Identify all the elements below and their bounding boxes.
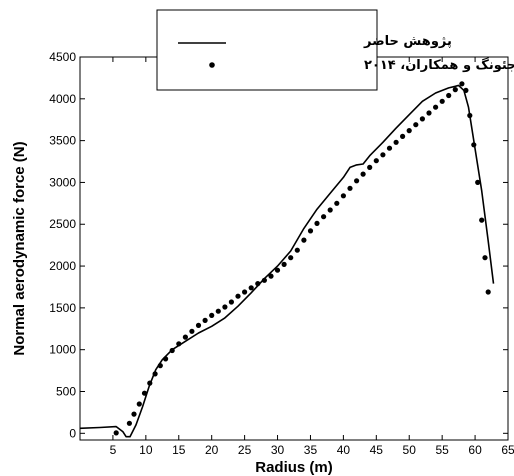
data-point-jeong-2014 — [340, 193, 346, 199]
data-point-jeong-2014 — [433, 104, 439, 110]
data-point-jeong-2014 — [182, 334, 188, 340]
data-point-jeong-2014 — [446, 92, 452, 99]
x-tick-label: 50 — [403, 443, 417, 457]
data-point-jeong-2014 — [274, 267, 281, 273]
data-point-jeong-2014 — [248, 285, 254, 291]
data-point-jeong-2014 — [393, 139, 399, 145]
data-point-jeong-2014 — [202, 317, 208, 323]
data-point-jeong-2014 — [235, 293, 241, 299]
data-point-jeong-2014 — [288, 255, 294, 261]
data-point-jeong-2014 — [400, 133, 406, 139]
x-axis-ticks: 5 10 15 20 25 30 35 40 45 50 55 60 65 — [110, 57, 514, 457]
data-point-jeong-2014 — [314, 220, 320, 226]
data-point-jeong-2014 — [452, 87, 458, 93]
y-axis-title: Normal aerodynamic force (N) — [11, 141, 28, 355]
data-point-jeong-2014 — [195, 322, 202, 328]
data-point-jeong-2014 — [354, 178, 360, 184]
data-point-jeong-2014 — [268, 273, 274, 279]
data-point-jeong-2014 — [261, 277, 267, 283]
data-point-jeong-2014 — [482, 255, 488, 261]
data-point-jeong-2014 — [426, 110, 432, 116]
y-tick-label: 500 — [56, 384, 76, 398]
data-point-jeong-2014 — [419, 116, 425, 122]
x-tick-label: 30 — [271, 443, 285, 457]
legend-label-jeong-2014: جئونگ و همکاران، ۲۰۱۴ — [364, 57, 514, 73]
data-point-jeong-2014 — [136, 401, 142, 407]
y-tick-label: 3500 — [49, 134, 76, 148]
data-point-jeong-2014 — [169, 347, 175, 354]
x-tick-label: 25 — [238, 443, 252, 457]
data-point-jeong-2014 — [367, 164, 373, 170]
x-tick-label: 20 — [205, 443, 219, 457]
data-point-jeong-2014 — [439, 98, 445, 104]
x-tick-label: 40 — [337, 443, 351, 457]
y-tick-label: 4000 — [49, 92, 76, 106]
data-point-jeong-2014 — [281, 261, 287, 267]
x-tick-label: 45 — [370, 443, 384, 457]
x-tick-label: 60 — [468, 443, 482, 457]
y-tick-label: 3000 — [49, 175, 76, 189]
x-tick-label: 15 — [172, 443, 186, 457]
data-point-jeong-2014 — [347, 185, 353, 191]
data-point-jeong-2014 — [163, 356, 169, 362]
data-point-jeong-2014 — [209, 312, 215, 318]
data-point-jeong-2014 — [485, 289, 491, 295]
data-point-jeong-2014 — [463, 87, 469, 93]
data-point-jeong-2014 — [479, 217, 485, 223]
data-point-jeong-2014 — [242, 289, 248, 295]
data-point-jeong-2014 — [373, 158, 379, 164]
data-point-jeong-2014 — [113, 430, 119, 436]
data-point-jeong-2014 — [307, 228, 314, 234]
y-axis-ticks: 0 500 1000 1500 2000 2500 3000 3500 4000 4500 — [49, 50, 508, 440]
series-line-present-study — [79, 84, 495, 438]
data-point-jeong-2014 — [386, 145, 393, 151]
plot-frame — [79, 56, 509, 441]
x-tick-label: 55 — [435, 443, 449, 457]
data-point-jeong-2014 — [228, 299, 234, 305]
data-point-jeong-2014 — [321, 214, 327, 220]
y-tick-label: 1000 — [49, 343, 76, 357]
data-point-jeong-2014 — [131, 411, 137, 417]
data-point-jeong-2014 — [327, 207, 333, 213]
data-point-jeong-2014 — [176, 341, 182, 347]
x-tick-label: 10 — [139, 443, 153, 457]
data-point-jeong-2014 — [255, 281, 261, 287]
plot-area: 5 10 15 20 25 30 35 40 45 50 55 60 65 0 500 1000 1500 20… — [49, 50, 514, 457]
legend-box — [156, 9, 378, 91]
legend: پژوهش حاضر جئونگ و همکاران، ۲۰۱۴ — [156, 9, 514, 91]
legend-dot-sample — [209, 62, 215, 68]
data-point-jeong-2014 — [380, 152, 386, 158]
data-point-jeong-2014 — [126, 420, 132, 426]
data-point-jeong-2014 — [413, 122, 419, 128]
x-tick-label: 35 — [304, 443, 318, 457]
data-point-jeong-2014 — [471, 142, 477, 148]
data-point-jeong-2014 — [334, 200, 340, 206]
x-tick-label: 65 — [501, 443, 514, 457]
data-point-jeong-2014 — [301, 237, 307, 243]
data-point-jeong-2014 — [459, 81, 465, 87]
data-point-jeong-2014 — [406, 128, 412, 134]
x-tick-label: 5 — [110, 443, 117, 457]
data-point-jeong-2014 — [189, 328, 195, 334]
y-tick-label: 2000 — [49, 259, 76, 273]
data-point-jeong-2014 — [157, 363, 163, 369]
data-point-jeong-2014 — [475, 179, 481, 185]
data-point-jeong-2014 — [147, 380, 153, 386]
y-tick-label: 2500 — [49, 217, 76, 231]
data-point-jeong-2014 — [360, 171, 366, 177]
data-point-jeong-2014 — [152, 371, 158, 377]
data-point-jeong-2014 — [294, 247, 300, 253]
y-tick-label: 4500 — [49, 50, 76, 64]
data-point-jeong-2014 — [141, 390, 148, 396]
series-layer — [79, 81, 495, 438]
data-point-jeong-2014 — [467, 112, 473, 119]
x-axis-title: Radius (m) — [255, 459, 333, 476]
y-tick-label: 0 — [69, 426, 76, 440]
legend-label-present-study: پژوهش حاضر — [363, 34, 452, 49]
data-point-jeong-2014 — [215, 308, 221, 314]
data-point-jeong-2014 — [222, 304, 228, 310]
y-tick-label: 1500 — [49, 301, 76, 315]
